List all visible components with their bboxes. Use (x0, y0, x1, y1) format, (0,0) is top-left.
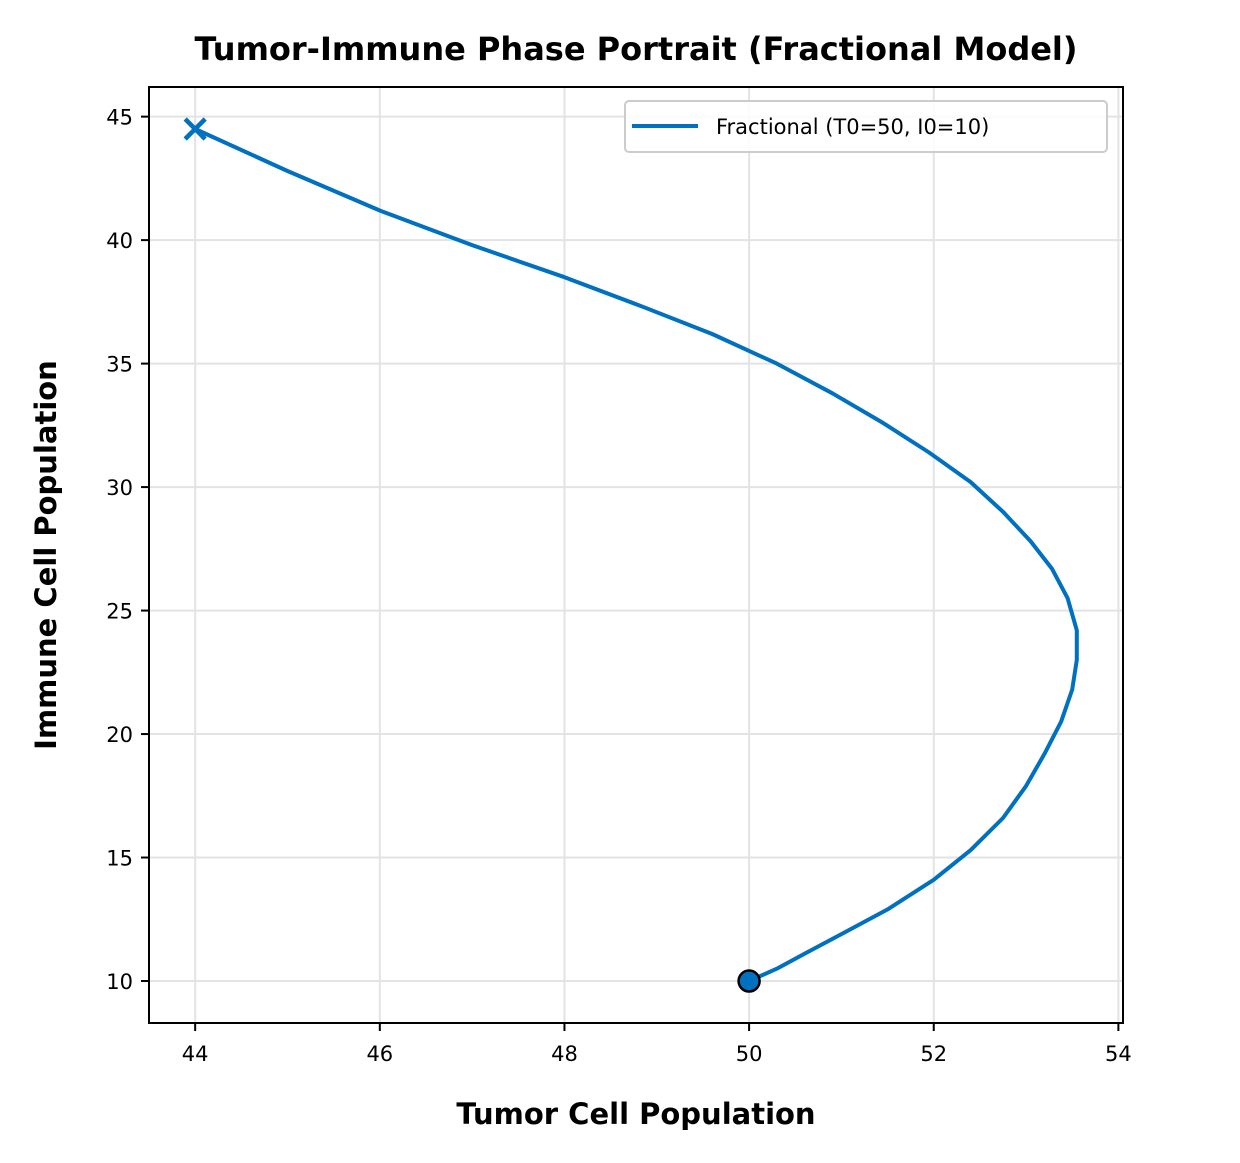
axis-ticks: 44 46 48 50 52 54 10 15 20 25 30 35 40 45 (106, 106, 1131, 1066)
y-tick-label: 45 (106, 106, 133, 130)
start-point-marker (737, 969, 761, 993)
x-tick-label: 44 (182, 1042, 209, 1066)
series-layer (183, 117, 1079, 993)
legend-box (624, 100, 1108, 153)
series-line (193, 127, 1079, 983)
y-tick-label: 30 (106, 476, 133, 500)
legend-label: Fractional (T0=50, I0=10) (716, 115, 989, 139)
y-tick-label: 25 (106, 600, 133, 624)
x-tick-label: 48 (551, 1042, 578, 1066)
end-point-marker (183, 117, 207, 141)
y-tick-label: 15 (106, 847, 133, 871)
y-axis-label: Immune Cell Population (29, 360, 63, 750)
legend: Fractional (T0=50, I0=10) (624, 100, 1108, 153)
x-tick-label: 50 (736, 1042, 763, 1066)
y-tick-label: 40 (106, 229, 133, 253)
x-tick-label: 46 (366, 1042, 393, 1066)
end-marker-stroke (183, 117, 207, 141)
y-tick-label: 10 (106, 970, 133, 994)
chart-title: Tumor-Immune Phase Portrait (Fractional … (194, 30, 1077, 68)
plot-frame (148, 86, 1124, 1024)
x-axis-label: Tumor Cell Population (456, 1097, 815, 1131)
y-tick-label: 35 (106, 353, 133, 377)
x-tick-label: 54 (1105, 1042, 1132, 1066)
x-tick-label: 52 (920, 1042, 947, 1066)
y-tick-label: 20 (106, 723, 133, 747)
